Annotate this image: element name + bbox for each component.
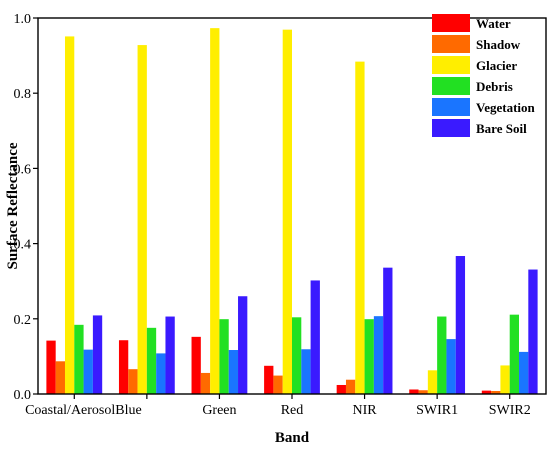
bar-bare-soil (165, 316, 175, 394)
bar-debris (74, 324, 84, 394)
bar-glacier (355, 61, 365, 395)
x-tick-label: Coastal/Aerosol (25, 403, 115, 418)
bar-debris (219, 319, 229, 394)
legend: Water Shadow Glacier Debris Vegetation Bare S… (432, 14, 536, 137)
bar-glacier (500, 365, 510, 394)
x-tick-label: NIR (353, 403, 378, 418)
bar-water (481, 390, 492, 394)
x-tick-label: SWIR2 (489, 403, 531, 418)
bar-bare-soil (528, 269, 538, 394)
bar-glacier (427, 370, 438, 394)
legend-swatch (432, 35, 470, 53)
bar-bare-soil (92, 315, 103, 394)
y-tick-label: 0.6 (14, 162, 32, 177)
bar-shadow (273, 375, 283, 394)
legend-label: Glacier (476, 58, 517, 73)
bar-water (118, 340, 129, 394)
y-axis-ticks: 0.0 0.2 0.4 0.6 0.8 1.0 (14, 12, 38, 403)
x-tick-label: SWIR1 (416, 403, 458, 418)
bar-bare-soil (238, 296, 248, 394)
bar-vegetation (446, 339, 456, 394)
legend-label: Water (476, 16, 511, 31)
bar-water (46, 340, 56, 394)
legend-swatch (432, 119, 470, 137)
x-axis-title: Band (275, 430, 310, 446)
x-tick-label: Green (202, 403, 236, 418)
bars-layer (46, 28, 538, 395)
legend-label: Vegetation (476, 100, 536, 115)
legend-label: Bare Soil (476, 121, 527, 136)
y-tick-label: 0.0 (14, 388, 32, 403)
legend-swatch (432, 56, 470, 74)
legend-swatch (432, 98, 470, 116)
bar-shadow (491, 390, 501, 394)
bar-water (336, 384, 346, 394)
y-tick-label: 1.0 (14, 12, 32, 27)
bar-glacier (137, 45, 147, 394)
y-axis-title: Surface Reflectance (5, 142, 21, 269)
legend-label: Debris (476, 79, 513, 94)
bar-bare-soil (383, 267, 393, 394)
x-tick-label: Blue (115, 403, 141, 418)
bar-water (191, 336, 201, 394)
bar-debris (437, 316, 447, 394)
bar-debris (292, 317, 302, 394)
bar-bare-soil (310, 280, 320, 394)
x-axis-ticks: Coastal/Aerosol Blue Green Red NIR SWIR1 SWIR2 (25, 394, 531, 418)
bar-vegetation (156, 353, 166, 394)
bar-shadow (200, 372, 211, 394)
bar-shadow (128, 369, 138, 394)
bar-shadow (55, 361, 65, 394)
bar-vegetation (519, 351, 529, 394)
bar-debris (364, 319, 374, 394)
y-tick-label: 0.8 (14, 87, 32, 102)
bar-glacier (282, 29, 292, 394)
bar-water (409, 389, 419, 394)
legend-swatch (432, 77, 470, 95)
legend-swatch (432, 14, 470, 32)
x-tick-label: Red (281, 403, 304, 418)
bar-shadow (418, 390, 428, 394)
y-tick-label: 0.4 (14, 238, 32, 253)
legend-label: Shadow (476, 37, 521, 52)
bar-shadow (345, 379, 356, 394)
bar-vegetation (83, 349, 93, 394)
bar-glacier (64, 36, 75, 395)
bar-vegetation (228, 350, 239, 394)
bar-vegetation (373, 316, 384, 394)
bar-water (264, 365, 274, 394)
y-tick-label: 0.2 (14, 313, 32, 328)
bar-glacier (210, 28, 220, 395)
bar-bare-soil (455, 256, 466, 394)
bar-debris (146, 327, 157, 394)
bar-debris (509, 314, 520, 394)
bar-vegetation (301, 349, 311, 394)
